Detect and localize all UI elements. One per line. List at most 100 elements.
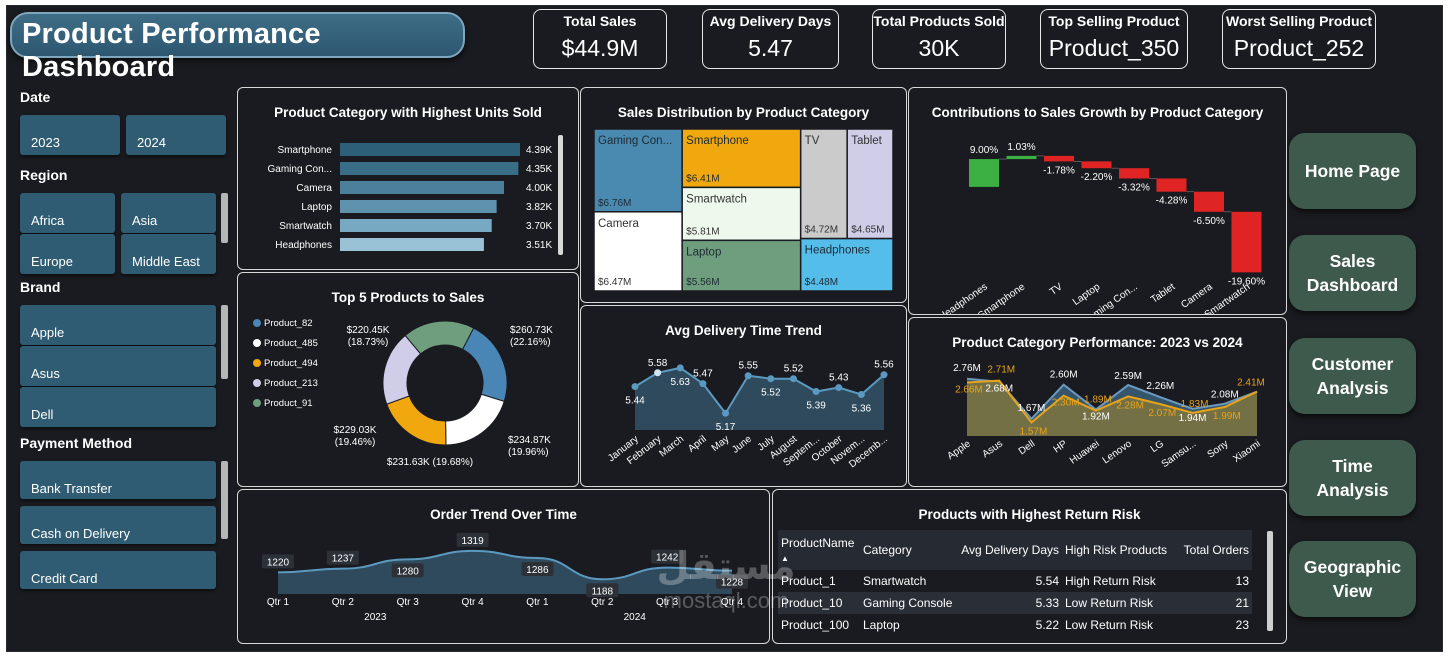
treemap-tile-value: $6.76M — [598, 198, 631, 209]
waterfall-bar-1 — [1006, 155, 1037, 160]
table-row[interactable]: Product_10 Gaming Console 5.33 Low Retur… — [778, 592, 1252, 614]
legend-entry: Product_485 — [264, 338, 318, 349]
bar-value-label: 4.00K — [526, 183, 552, 194]
nav-sales-dashboard-button[interactable]: Sales Dashboard — [1289, 235, 1416, 311]
delivery-month-label: March — [657, 434, 686, 460]
order-quarter-label: Qtr 1 — [267, 597, 290, 608]
panel-order-trend: Order Trend Over Time 1220 Qtr 1 1237 Qtr 2… — [237, 489, 770, 644]
nav-home-page-button[interactable]: Home Page — [1289, 133, 1416, 209]
kpi-value: Product_350 — [1048, 35, 1180, 61]
delivery-value-label: 5.52 — [784, 364, 804, 375]
waterfall-bar-4 — [1119, 168, 1149, 179]
bar-category-label: Laptop — [301, 202, 332, 213]
slicer-brand-heading: Brand — [20, 279, 61, 295]
donut-slice-0 — [461, 327, 508, 403]
legend-marker — [253, 399, 261, 407]
slicer-brand-asus[interactable]: Asus — [20, 346, 216, 386]
slicer-payment-scrollbar[interactable] — [221, 461, 228, 539]
sales-treemap-chart: Gaming Con... $6.76M Camera $6.47M Smartphon… — [593, 128, 894, 292]
column-header-product-name[interactable]: ProductName ▲ — [778, 530, 860, 570]
treemap-tile-name: Headphones — [805, 245, 870, 257]
column-header-category[interactable]: Category — [860, 530, 956, 570]
panel-category-performance: Product Category Performance: 2023 vs 20… — [908, 317, 1287, 487]
slicer-brand-dell[interactable]: Dell — [20, 387, 216, 427]
slicer-region-scrollbar[interactable] — [221, 193, 228, 243]
slicer-region-europe[interactable]: Europe — [20, 234, 115, 274]
column-header-avg-delivery-days[interactable]: Avg Delivery Days — [956, 530, 1062, 570]
treemap-tile-7 — [799, 237, 894, 292]
slicer-payment-cash-on-delivery[interactable]: Cash on Delivery — [20, 506, 216, 544]
slicer-region-asia[interactable]: Asia — [121, 193, 216, 233]
order-year-label: 2024 — [624, 612, 647, 623]
legend-entry: Product_91 — [264, 398, 313, 409]
legend-entry: Product_494 — [264, 358, 318, 369]
panel-top-products: Top 5 Products to Sales Product_82 $260.7… — [237, 272, 579, 487]
bar-2 — [340, 181, 505, 194]
treemap-tile-value: $5.56M — [686, 277, 719, 288]
cell-category: Laptop — [863, 618, 900, 632]
bar-value-label: 4.39K — [526, 145, 552, 156]
donut-data-label: $234.87K — [508, 435, 551, 446]
waterfall-category-label: Laptop — [1071, 281, 1103, 308]
treemap-tile-6 — [681, 239, 802, 292]
cell-avg-delivery-days: 5.33 — [956, 592, 1062, 614]
slicer-payment-credit-card[interactable]: Credit Card — [20, 551, 216, 589]
chart-title: Contributions to Sales Growth by Product… — [931, 105, 1264, 120]
waterfall-value-label: 1.03% — [1007, 142, 1035, 153]
perf-category-label: Lenovo — [1101, 438, 1135, 466]
waterfall-category-label: TV — [1048, 281, 1065, 298]
bar-5 — [340, 238, 484, 251]
chart-title: Products with Highest Return Risk — [918, 507, 1141, 522]
slicer-date-2023[interactable]: 2023 — [20, 115, 120, 155]
slicer-date-2024[interactable]: 2024 — [126, 115, 226, 155]
waterfall-value-label: -19.60% — [1228, 276, 1265, 287]
delivery-point-10 — [857, 390, 865, 398]
delivery-value-label: 5.52 — [761, 388, 781, 399]
slicer-payment-bank-transfer[interactable]: Bank Transfer — [20, 461, 216, 499]
kpi-avg-delivery-days: Avg Delivery Days 5.47 — [702, 9, 839, 69]
waterfall-bar-7 — [1231, 211, 1262, 273]
perf-2024-label: 1.89M — [1084, 395, 1112, 406]
slicer-region-africa[interactable]: Africa — [20, 193, 115, 233]
slicer-date-heading: Date — [20, 89, 51, 105]
treemap-tile-value: $4.65M — [851, 225, 884, 236]
kpi-value: 30K — [918, 35, 960, 61]
perf-2023-label: 2.26M — [1146, 381, 1174, 392]
table-row[interactable]: Product_1 Smartwatch 5.54 High Return Ri… — [778, 570, 1252, 592]
perf-category-label: Asus — [980, 438, 1005, 460]
delivery-value-label: 5.36 — [852, 403, 872, 414]
sort-arrow-icon: ▲ — [781, 554, 789, 563]
cell-total-orders: 13 — [1235, 574, 1249, 588]
order-label-box — [586, 583, 619, 598]
treemap-tile-value: $4.48M — [805, 277, 838, 288]
nav-time-analysis-button[interactable]: Time Analysis — [1289, 440, 1416, 516]
order-label-box — [716, 574, 748, 589]
order-label-box — [651, 549, 684, 564]
column-header-high-risk-products[interactable]: High Risk Products — [1062, 530, 1172, 570]
table-scrollbar[interactable] — [1267, 531, 1273, 631]
slicer-region-middle-east[interactable]: Middle East — [121, 234, 216, 274]
order-year-label: 2023 — [364, 612, 387, 623]
treemap-tile-value: $4.72M — [805, 225, 838, 236]
treemap-tile-1 — [681, 128, 802, 189]
watermark-arabic: مستقل — [656, 546, 796, 588]
treemap-tile-name: Smartphone — [686, 135, 749, 147]
nav-customer-analysis-button[interactable]: Customer Analysis — [1289, 338, 1416, 414]
chart-title: Product Category with Highest Units Sold — [274, 105, 542, 120]
treemap-tile-name: Laptop — [686, 246, 721, 258]
perf-2023-label: 1.67M — [1018, 403, 1046, 414]
delivery-point-0 — [631, 383, 639, 391]
perf-2024-label: 2.07M — [1148, 408, 1176, 419]
delivery-value-label: 5.44 — [625, 396, 645, 407]
column-header-total-orders[interactable]: Total Orders — [1172, 530, 1252, 570]
slicer-brand-apple[interactable]: Apple — [20, 305, 216, 345]
slicer-brand-scrollbar[interactable] — [221, 305, 228, 379]
chart-title: Order Trend Over Time — [430, 507, 577, 522]
bar-0 — [340, 143, 520, 156]
kpi-label: Top Selling Product — [1048, 13, 1180, 29]
table-row[interactable]: Product_100 Laptop 5.22 Low Return Risk … — [778, 614, 1252, 636]
nav-geographic-view-button[interactable]: Geographic View — [1289, 541, 1416, 617]
legend-entry: Product_82 — [264, 318, 313, 329]
waterfall-value-label: -2.20% — [1081, 172, 1113, 183]
legend-marker — [253, 319, 261, 327]
